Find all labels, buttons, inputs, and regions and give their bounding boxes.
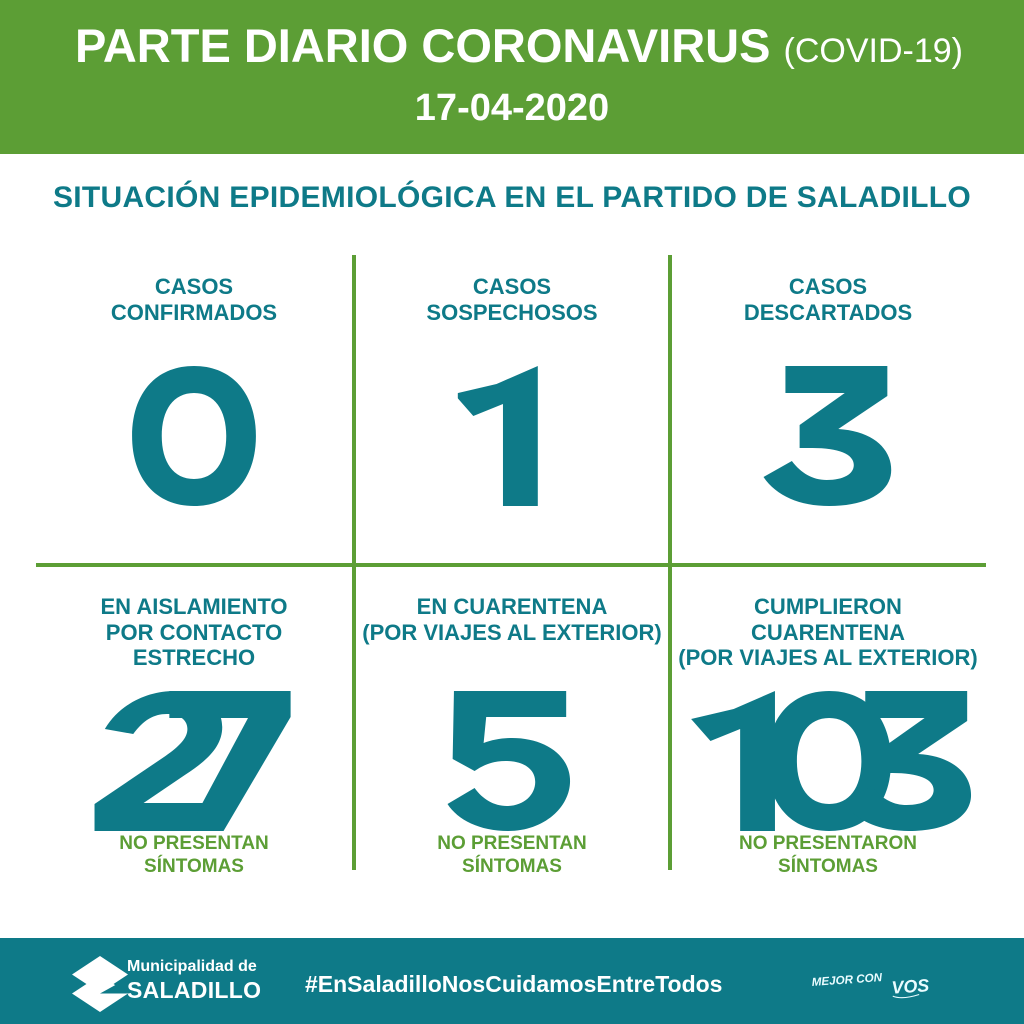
svg-text:VOS: VOS bbox=[891, 975, 930, 998]
svg-text:MEJOR CON: MEJOR CON bbox=[812, 971, 883, 989]
